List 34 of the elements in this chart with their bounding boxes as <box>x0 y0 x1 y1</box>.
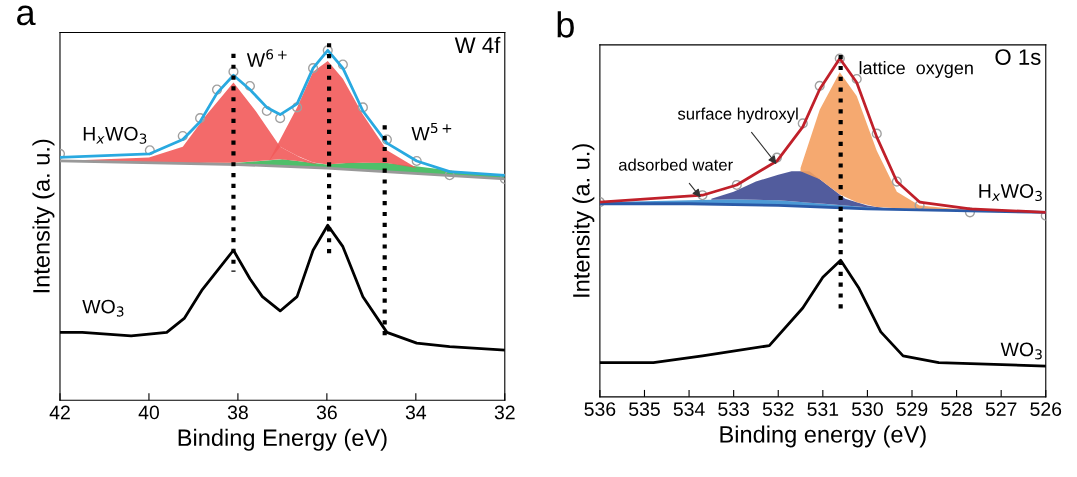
x-tick-label: 536 <box>584 402 616 417</box>
annotation: H$_{x}$WO$_{3}$ <box>979 184 1042 202</box>
annotation: O 1s <box>995 49 1041 65</box>
x-tick-label: 42 <box>49 405 70 420</box>
annotation: WO$_{3}$ <box>1000 342 1042 360</box>
x-axis-title: Binding Energy (eV) <box>178 428 387 451</box>
x-tick-label: 532 <box>762 402 794 417</box>
annotation: WO$_{3}$ <box>82 299 124 317</box>
annotation: W$^{5+}$ <box>411 122 452 141</box>
x-tick-label: 38 <box>227 405 248 420</box>
annotation: H$_{x}$WO$_{3}$ <box>83 126 147 144</box>
x-tick-label: 534 <box>673 402 705 417</box>
x-tick-label: 528 <box>941 402 972 417</box>
x-tick-label: 32 <box>494 405 515 420</box>
x-tick-label: 531 <box>807 402 839 417</box>
x-axis-title: Binding energy (eV) <box>720 425 926 448</box>
x-tick-label: 40 <box>138 405 159 420</box>
x-tick-label: 36 <box>316 405 337 420</box>
y-axis-title: Intensity (a. u.) <box>32 139 55 293</box>
chart-title: b <box>557 11 574 38</box>
x-tick-label: 535 <box>629 402 660 417</box>
chart-title: a <box>17 5 36 26</box>
x-tick-label: 529 <box>896 402 928 417</box>
x-tick-label: 533 <box>718 402 750 417</box>
annotation: lattice oxygen <box>859 61 973 78</box>
annotation: adsorbed water <box>618 158 733 171</box>
x-tick-label: 34 <box>405 405 427 420</box>
y-axis-title: Intensity (a. u.) <box>572 144 595 297</box>
annotation: W 4f <box>454 36 501 53</box>
annotation: surface hydroxyl <box>677 107 798 124</box>
annotation: W$^{6+}$ <box>246 49 287 67</box>
x-tick-label: 527 <box>985 402 1017 417</box>
x-tick-label: 530 <box>851 402 883 417</box>
x-tick-label: 526 <box>1030 402 1062 417</box>
